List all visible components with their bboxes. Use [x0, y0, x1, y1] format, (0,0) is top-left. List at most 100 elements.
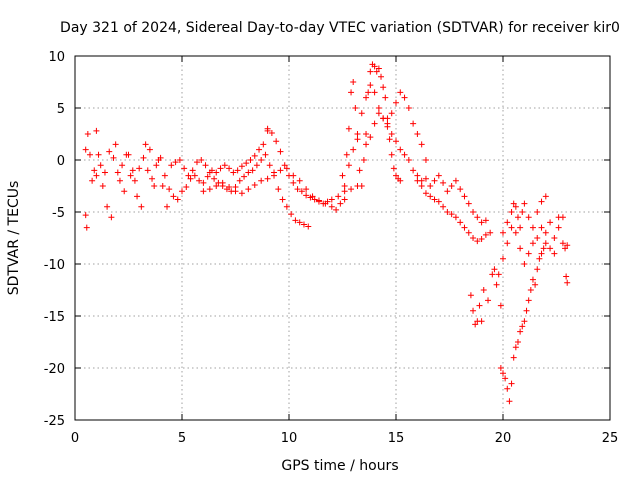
data-point — [397, 146, 404, 153]
data-point — [551, 250, 558, 257]
data-point — [153, 162, 160, 169]
data-point — [525, 297, 532, 304]
data-point — [452, 177, 459, 184]
data-point — [504, 240, 511, 247]
data-point — [397, 89, 404, 96]
data-point — [500, 229, 506, 236]
data-point — [300, 221, 307, 228]
data-point — [352, 105, 359, 111]
data-point — [281, 162, 288, 169]
data-point — [508, 224, 515, 231]
data-point — [183, 184, 190, 191]
series-track-a — [82, 127, 171, 221]
data-point — [136, 165, 143, 172]
data-point — [422, 175, 429, 182]
data-point — [401, 151, 408, 158]
series-track-f — [339, 61, 404, 189]
data-point — [82, 146, 89, 153]
data-point — [277, 148, 284, 155]
data-point — [354, 131, 361, 137]
data-point — [328, 196, 335, 203]
data-point — [260, 141, 267, 148]
data-point — [283, 203, 290, 210]
data-point — [534, 266, 541, 273]
data-point — [93, 172, 100, 179]
data-point — [497, 302, 504, 309]
data-point — [200, 188, 207, 195]
data-point — [542, 193, 549, 200]
data-point — [296, 219, 303, 226]
series-track-i — [414, 172, 489, 226]
data-point — [245, 186, 252, 193]
data-point — [551, 235, 558, 241]
data-point — [521, 261, 528, 267]
data-point — [418, 177, 425, 184]
data-point — [457, 186, 464, 193]
data-point — [517, 328, 524, 335]
x-tick-label: 25 — [602, 431, 619, 446]
data-point — [339, 172, 346, 179]
data-point — [185, 172, 192, 179]
data-point — [519, 323, 526, 330]
data-point — [380, 84, 387, 91]
data-point — [440, 179, 447, 186]
data-point — [521, 318, 528, 325]
data-point — [414, 172, 421, 179]
data-point — [99, 183, 106, 189]
data-point — [356, 167, 363, 174]
data-point — [378, 73, 385, 80]
data-point — [470, 235, 477, 241]
data-point — [517, 224, 524, 231]
data-point — [335, 193, 342, 200]
data-point — [388, 131, 395, 137]
data-point — [243, 160, 250, 167]
data-point — [386, 136, 393, 143]
data-point — [365, 89, 372, 96]
data-point — [529, 240, 536, 247]
series-track-n — [563, 273, 571, 286]
data-point — [510, 354, 517, 361]
data-point — [176, 157, 183, 163]
data-point — [555, 224, 562, 231]
data-point — [410, 120, 417, 127]
x-axis-label: GPS time / hours — [281, 458, 398, 474]
data-point — [206, 169, 213, 176]
y-tick-label: -5 — [52, 206, 65, 221]
data-point — [444, 188, 451, 195]
y-axis-label: SDTVAR / TECUs — [6, 181, 22, 296]
data-point — [478, 219, 485, 226]
data-point — [514, 339, 521, 345]
data-point — [298, 188, 305, 195]
data-point — [452, 214, 459, 221]
data-point — [461, 193, 468, 200]
data-point — [341, 188, 348, 195]
series-track-k — [497, 240, 549, 405]
data-point — [517, 245, 524, 252]
data-point — [157, 154, 164, 161]
data-point — [367, 134, 374, 141]
data-point — [534, 209, 541, 215]
data-point — [371, 89, 378, 96]
data-point — [547, 219, 554, 226]
data-point — [294, 186, 301, 193]
data-point — [405, 105, 412, 111]
data-point — [213, 183, 220, 189]
data-point — [482, 217, 489, 224]
data-point — [461, 224, 468, 231]
data-point — [538, 224, 545, 231]
data-point — [108, 214, 115, 221]
data-point — [427, 193, 434, 200]
data-point — [170, 193, 177, 200]
data-point — [191, 172, 198, 179]
data-point — [384, 123, 391, 130]
data-point — [363, 131, 370, 137]
data-point — [226, 165, 233, 172]
data-point — [519, 209, 526, 215]
x-tick-label: 0 — [71, 431, 79, 446]
data-point — [414, 131, 421, 137]
data-point — [181, 165, 188, 172]
data-point — [485, 297, 492, 304]
data-point — [508, 209, 515, 215]
data-point — [219, 179, 226, 186]
y-tick-label: 0 — [57, 154, 65, 169]
